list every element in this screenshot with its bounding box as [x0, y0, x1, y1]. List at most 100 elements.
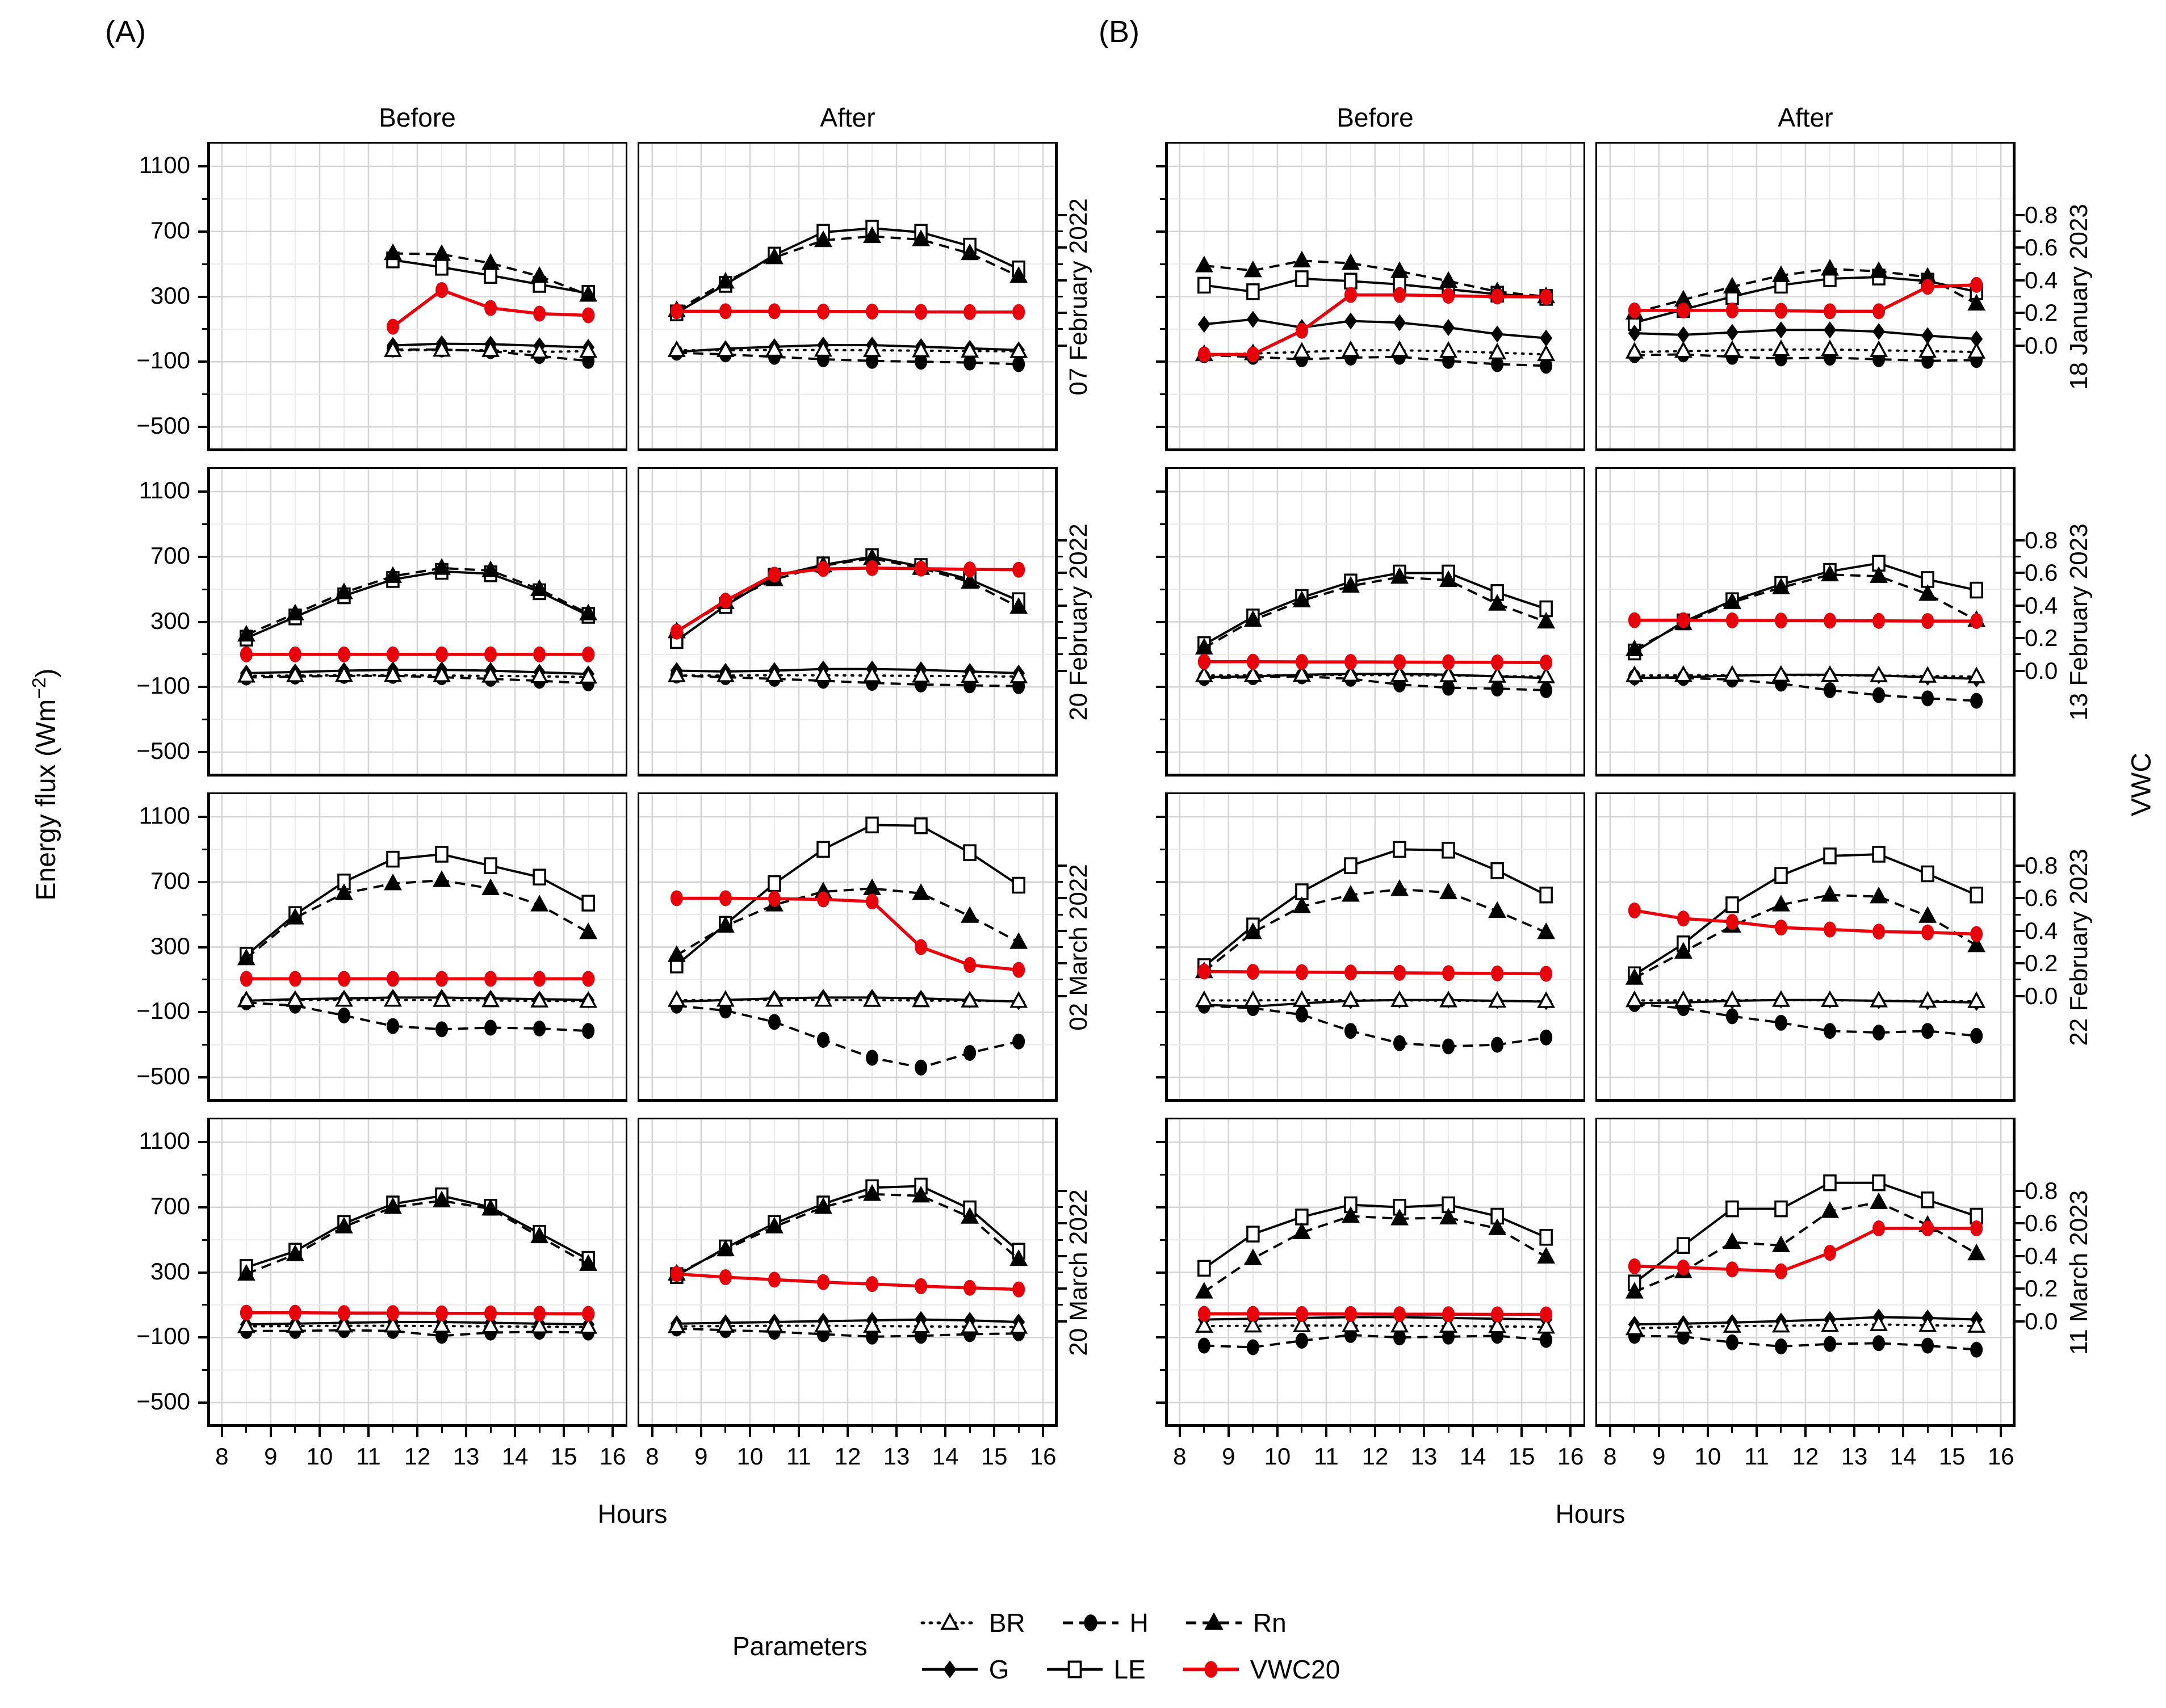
x-tick-label: 11: [1744, 1443, 1769, 1470]
legend-label-LE: LE: [1113, 1655, 1146, 1684]
circle-filled-marker: [582, 646, 595, 662]
circle-filled-marker: [719, 1269, 732, 1286]
triangle-open-marker: [530, 1316, 549, 1334]
axis-tick: [1520, 1427, 1523, 1437]
panel-A-row1-after: [638, 142, 1058, 451]
x-axis-title-b: Hours: [1555, 1499, 1625, 1529]
axis-tick: [1058, 539, 1067, 542]
axis-tick: [1058, 929, 1067, 932]
circle-filled-marker: [582, 1023, 595, 1039]
triangle-open-marker: [1488, 1316, 1507, 1333]
series-line-BR: [1633, 674, 1978, 678]
axis-tick: [245, 1427, 248, 1433]
triangle-filled-marker: [481, 878, 500, 895]
series-line-VWC20: [676, 309, 1019, 314]
triangle-open-marker: [1918, 341, 1937, 358]
triangle-open-marker: [667, 665, 686, 682]
axis-tick: [2016, 865, 2025, 867]
triangle-filled-marker: [384, 1197, 402, 1214]
triangle-open-marker: [1537, 666, 1556, 683]
axis-tick: [993, 1427, 996, 1437]
axis-tick: [1058, 881, 1063, 883]
series-markers-VWC20: [670, 890, 1025, 978]
circle-filled-marker: [1012, 1033, 1025, 1050]
triangle-filled-marker: [1439, 570, 1458, 587]
circle-filled-marker: [866, 1276, 879, 1292]
triangle-open-marker: [530, 991, 549, 1008]
triangle-open-marker: [1674, 665, 1692, 682]
axis-tick: [1156, 490, 1165, 493]
series-line-VWC20: [1204, 293, 1547, 356]
triangle-open-marker: [1674, 1316, 1692, 1334]
triangle-open-marker: [961, 1316, 979, 1334]
circle-filled-marker: [1012, 962, 1025, 978]
circle-filled-marker: [1295, 322, 1308, 339]
square-open-marker: [1490, 862, 1504, 879]
triangle-filled-marker: [530, 266, 549, 283]
triangle-open-marker: [1439, 991, 1458, 1008]
axis-tick: [1706, 1427, 1709, 1437]
triangle-open-marker: [1439, 341, 1458, 358]
square-open-marker: [1872, 846, 1886, 863]
circle-filled-marker: [533, 1020, 546, 1036]
series-line-VWC20: [676, 566, 1019, 633]
axis-tick: [1058, 279, 1067, 282]
circle-filled-marker: [670, 303, 683, 320]
circle-filled-marker: [1540, 966, 1553, 982]
axis-tick: [1252, 1427, 1254, 1433]
triangle-open-marker: [1625, 665, 1644, 682]
axis-tick: [1398, 1427, 1401, 1433]
triangle-open-marker: [1821, 665, 1839, 682]
axis-tick: [2000, 1427, 2002, 1437]
diamond-filled-marker: [1824, 321, 1837, 339]
axis-tick: [1058, 1304, 1063, 1306]
diamond-filled-marker: [1393, 314, 1406, 331]
legend-key-LE-icon: [1046, 1660, 1103, 1678]
diamond-filled-marker: [1344, 312, 1357, 330]
axis-tick: [1058, 214, 1067, 217]
triangle-open-marker: [1870, 665, 1888, 682]
series-line-Rn: [676, 887, 1020, 956]
axis-tick: [1853, 1427, 1856, 1437]
series-markers-Rn: [1195, 879, 1556, 979]
vwc-tick-label: 0.2: [2025, 299, 2058, 326]
series-line-H: [676, 351, 1019, 366]
series-markers-BR: [1625, 990, 1986, 1008]
axis-tick: [1657, 1427, 1660, 1437]
panel-B-row3-after: [1595, 792, 2016, 1102]
triangle-open-marker: [1243, 1315, 1262, 1333]
y-axis-title: Energy flux (Wm−2): [29, 668, 61, 901]
axis-tick: [1058, 946, 1063, 948]
circle-filled-marker: [435, 971, 449, 987]
circle-filled-marker: [915, 939, 928, 955]
diamond-filled-marker: [1921, 327, 1934, 345]
triangle-open-marker: [667, 1316, 686, 1333]
axis-tick: [748, 1427, 751, 1437]
series-markers-VWC20: [670, 560, 1025, 640]
triangle-open-marker: [1821, 1315, 1839, 1332]
series-line-BR: [675, 674, 1020, 678]
axis-tick: [1156, 880, 1165, 883]
circle-filled-marker: [435, 282, 449, 299]
circle-filled-marker: [1393, 964, 1406, 981]
circle-filled-marker: [1725, 1008, 1738, 1025]
axis-tick: [1569, 1427, 1572, 1437]
square-open-marker: [435, 259, 449, 276]
square-open-marker: [768, 875, 781, 892]
y-tick-label: 300: [150, 282, 190, 309]
square-open-marker: [1921, 865, 1934, 883]
axis-tick: [1058, 588, 1063, 590]
axis-tick: [1058, 230, 1063, 233]
y-tick-label: −100: [136, 347, 190, 374]
y-tick-label: −500: [136, 1387, 190, 1415]
triangle-filled-marker: [1821, 1201, 1839, 1218]
axis-tick: [1325, 1427, 1327, 1437]
axis-tick: [1156, 1271, 1165, 1274]
triangle-filled-marker: [1772, 1235, 1790, 1252]
series-line-BR: [1203, 349, 1548, 356]
triangle-filled-marker: [961, 243, 979, 261]
circle-filled-marker: [1824, 1245, 1837, 1261]
axis-tick: [1058, 669, 1067, 672]
axis-tick: [1058, 296, 1063, 297]
y-tick-label: 1100: [139, 802, 190, 829]
